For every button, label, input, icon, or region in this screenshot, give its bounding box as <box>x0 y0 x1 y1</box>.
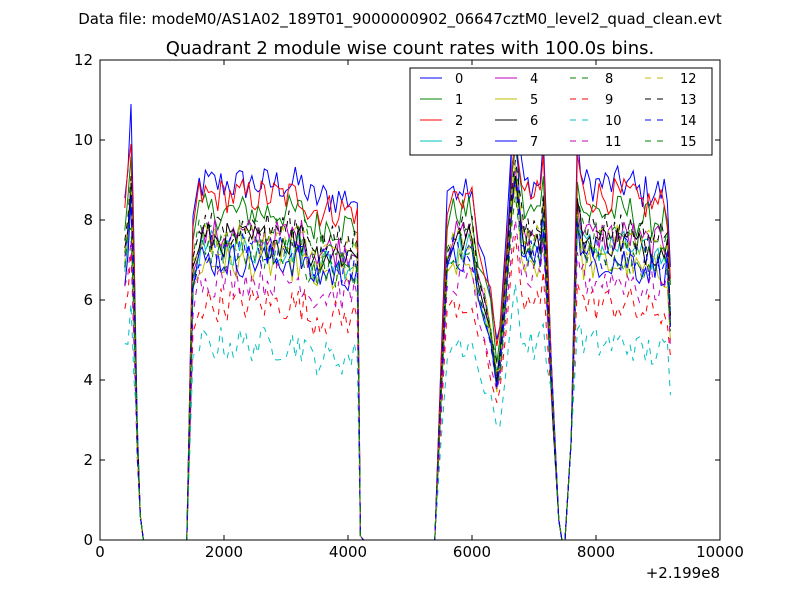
x-tick-label: 0 <box>95 543 105 561</box>
y-tick-label: 2 <box>83 451 93 469</box>
x-tick-label: 4000 <box>329 543 367 561</box>
x-tick-label: 10000 <box>696 543 744 561</box>
y-tick-label: 8 <box>83 211 93 229</box>
legend-label-6: 6 <box>530 114 538 129</box>
x-offset-label: +2.199e8 <box>646 564 720 582</box>
legend-label-1: 1 <box>455 93 463 108</box>
series-line-15 <box>124 195 671 541</box>
series-line-6 <box>124 175 671 541</box>
series-line-0 <box>124 103 671 541</box>
legend-label-13: 13 <box>680 93 697 108</box>
legend-label-12: 12 <box>680 72 697 87</box>
chart-title: Quadrant 2 module wise count rates with … <box>166 38 655 59</box>
y-tick-label: 0 <box>83 531 93 549</box>
legend-label-8: 8 <box>605 72 613 87</box>
series-line-7 <box>124 103 671 541</box>
y-tick-label: 10 <box>74 131 93 149</box>
legend-label-5: 5 <box>530 93 538 108</box>
figure-suptitle: Data file: modeM0/AS1A02_189T01_90000009… <box>78 10 722 29</box>
legend-label-9: 9 <box>605 93 613 108</box>
y-tick-label: 4 <box>83 371 93 389</box>
series-line-9 <box>124 235 671 541</box>
legend-label-11: 11 <box>605 135 622 150</box>
series-line-13 <box>124 159 671 541</box>
x-tick-label: 6000 <box>453 543 491 561</box>
x-tick-label: 8000 <box>577 543 615 561</box>
series-line-12 <box>124 163 671 541</box>
legend-label-15: 15 <box>680 135 697 150</box>
y-tick-label: 6 <box>83 291 93 309</box>
legend-label-14: 14 <box>680 114 697 129</box>
legend-label-2: 2 <box>455 114 463 129</box>
legend-label-10: 10 <box>605 114 622 129</box>
legend-label-0: 0 <box>455 72 463 87</box>
legend-label-3: 3 <box>455 135 463 150</box>
series-line-1 <box>124 147 671 541</box>
series-line-11 <box>124 219 671 541</box>
legend-label-4: 4 <box>530 72 538 87</box>
series-layer <box>124 103 671 541</box>
legend-label-7: 7 <box>530 135 538 150</box>
y-tick-label: 12 <box>74 51 93 69</box>
x-tick-label: 2000 <box>205 543 243 561</box>
series-line-10 <box>124 283 671 541</box>
